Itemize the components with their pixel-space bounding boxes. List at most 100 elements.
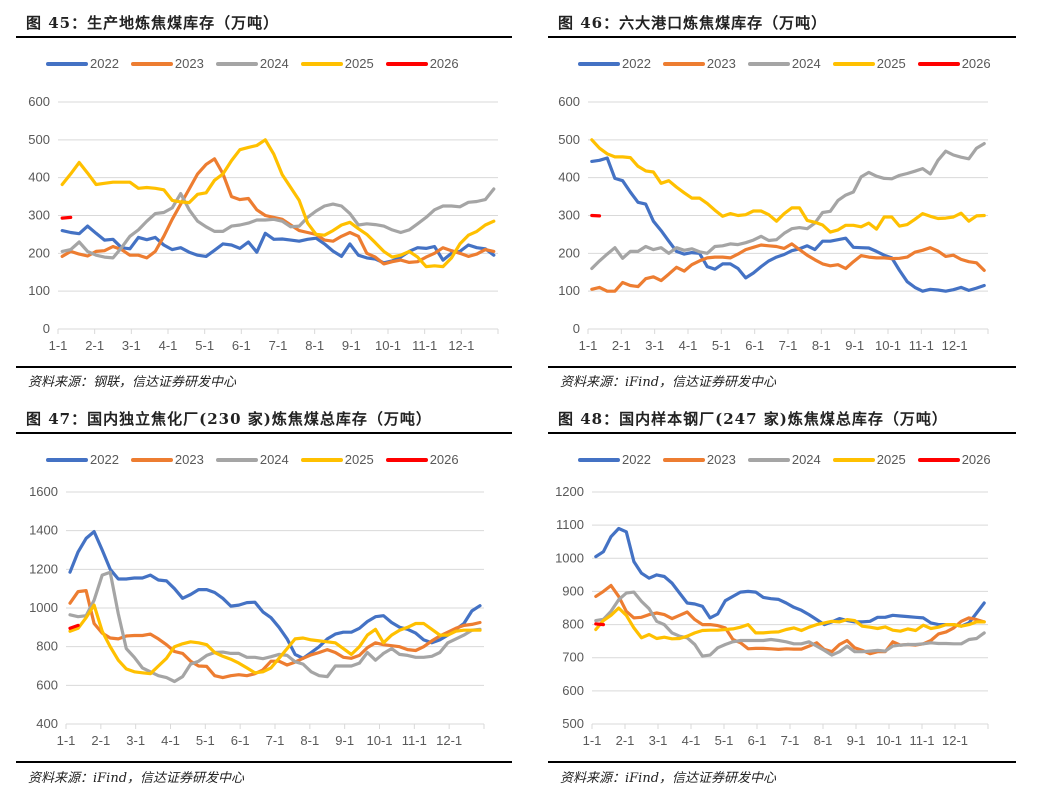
legend-swatch — [578, 457, 620, 462]
chart-legend: 2022 2023 2024 2025 2026 — [46, 56, 459, 71]
chart-source: 资料来源：iFind，信达证券研发中心 — [560, 375, 777, 390]
source-rule — [548, 761, 1016, 763]
y-tick-label: 500 — [28, 132, 50, 147]
legend-swatch — [747, 61, 790, 66]
y-tick-label: 200 — [28, 245, 50, 260]
legend-label: 2023 — [174, 452, 204, 467]
series-line-2023 — [60, 157, 496, 266]
legend-label: 2023 — [706, 452, 736, 467]
y-tick-label: 1000 — [555, 550, 584, 565]
legend-swatch — [578, 61, 620, 66]
legend-label: 2024 — [791, 56, 821, 71]
legend-label: 2022 — [622, 452, 651, 467]
x-tick-label: 6-1 — [745, 338, 764, 353]
legend-item-2025: 2025 — [832, 452, 906, 467]
y-tick-label: 500 — [558, 132, 580, 147]
legend-swatch — [747, 457, 790, 462]
x-tick-label: 5-1 — [195, 338, 214, 353]
legend-label: 2026 — [429, 56, 459, 71]
title-rule — [548, 432, 1016, 434]
y-tick-label: 600 — [562, 683, 584, 698]
y-tick-label: 800 — [36, 639, 58, 654]
legend-item-2023: 2023 — [662, 452, 736, 467]
legend-swatch — [385, 61, 428, 66]
series-line-2022 — [60, 224, 496, 265]
legend-item-2026: 2026 — [917, 56, 991, 71]
y-tick-label: 700 — [562, 650, 584, 665]
legend-item-2026: 2026 — [385, 56, 459, 71]
y-tick-label: 600 — [28, 94, 50, 109]
legend-label: 2022 — [90, 56, 119, 71]
source-rule — [16, 366, 512, 368]
chart-title: 图 45：生产地炼焦煤库存（万吨） — [26, 14, 280, 32]
line-chart: 500 600 700 800 900 1000 1100 1200 1-1 2-1 3-1 4-1 5… — [555, 484, 989, 748]
chart-title: 图 48：国内样本钢厂(247 家)炼焦煤总库存（万吨） — [558, 410, 948, 428]
legend-swatch — [917, 457, 960, 462]
x-tick-label: 1-1 — [579, 338, 598, 353]
y-tick-label: 600 — [558, 94, 580, 109]
series-line-2024 — [594, 590, 986, 658]
y-tick-label: 1000 — [29, 600, 58, 615]
legend-swatch — [300, 61, 343, 66]
y-tick-label: 300 — [28, 208, 50, 223]
x-tick-label: 10-1 — [875, 338, 901, 353]
x-tick-label: 12-1 — [448, 338, 474, 353]
chart-panel-46: 图 46：六大港口炼焦煤库存（万吨） 2022 2023 2024 2025 2026 … — [548, 4, 1047, 394]
legend-item-2022: 2022 — [46, 452, 119, 467]
legend-swatch — [300, 457, 343, 462]
x-tick-label: 4-1 — [679, 338, 698, 353]
legend-item-2023: 2023 — [662, 56, 736, 71]
series-line-2022 — [594, 526, 986, 628]
series-line-2022 — [68, 529, 482, 660]
legend-swatch — [385, 457, 428, 462]
chart-title: 图 47：国内独立焦化厂(230 家)炼焦煤总库存（万吨） — [26, 410, 432, 428]
y-tick-label: 1200 — [29, 561, 58, 576]
series-line-2026 — [68, 623, 80, 630]
y-tick-label: 800 — [562, 617, 584, 632]
title-rule — [548, 36, 1016, 38]
x-tick-label: 12-1 — [436, 733, 462, 748]
y-tick-label: 1200 — [555, 484, 584, 499]
x-tick-label: 9-1 — [845, 338, 864, 353]
line-chart: 400 600 800 1000 1200 1400 1600 1-1 2-1 3-1 4-1 5-1… — [29, 484, 485, 748]
legend-label: 2024 — [259, 452, 289, 467]
chart-source: 资料来源：iFind，信达证券研发中心 — [28, 771, 245, 786]
y-tick-label: 900 — [562, 583, 584, 598]
legend-item-2023: 2023 — [130, 56, 204, 71]
series-line-2026 — [594, 622, 606, 627]
x-tick-label: 1-1 — [583, 733, 602, 748]
legend-label: 2024 — [259, 56, 289, 71]
x-tick-label: 12-1 — [942, 338, 968, 353]
x-tick-label: 8-1 — [814, 733, 833, 748]
legend-label: 2025 — [876, 452, 906, 467]
legend-swatch — [130, 457, 173, 462]
y-tick-label: 400 — [36, 716, 58, 731]
y-tick-label: 100 — [558, 283, 580, 298]
title-rule — [16, 432, 512, 434]
source-rule — [548, 366, 1016, 368]
x-tick-label: 10-1 — [366, 733, 392, 748]
legend-item-2025: 2025 — [300, 452, 374, 467]
x-tick-label: 5-1 — [196, 733, 215, 748]
legend-item-2026: 2026 — [385, 452, 459, 467]
legend-item-2025: 2025 — [300, 56, 374, 71]
chart-legend: 2022 2023 2024 2025 2026 — [578, 56, 991, 71]
x-tick-label: 2-1 — [91, 733, 110, 748]
legend-swatch — [215, 457, 258, 462]
legend-item-2022: 2022 — [46, 56, 119, 71]
title-rule — [16, 36, 512, 38]
legend-swatch — [46, 457, 88, 462]
legend-label: 2026 — [961, 452, 991, 467]
legend-label: 2025 — [876, 56, 906, 71]
y-tick-label: 500 — [562, 716, 584, 731]
x-tick-label: 8-1 — [812, 338, 831, 353]
chart-panel-48: 图 48：国内样本钢厂(247 家)炼焦煤总库存（万吨） 2022 2023 202… — [548, 400, 1047, 790]
legend-label: 2024 — [791, 452, 821, 467]
x-tick-label: 6-1 — [748, 733, 767, 748]
x-tick-label: 11-1 — [909, 338, 934, 353]
x-tick-label: 4-1 — [682, 733, 701, 748]
x-tick-label: 9-1 — [342, 338, 361, 353]
chart-title: 图 46：六大港口炼焦煤库存（万吨） — [558, 14, 828, 32]
legend-label: 2023 — [706, 56, 736, 71]
x-tick-label: 2-1 — [85, 338, 104, 353]
